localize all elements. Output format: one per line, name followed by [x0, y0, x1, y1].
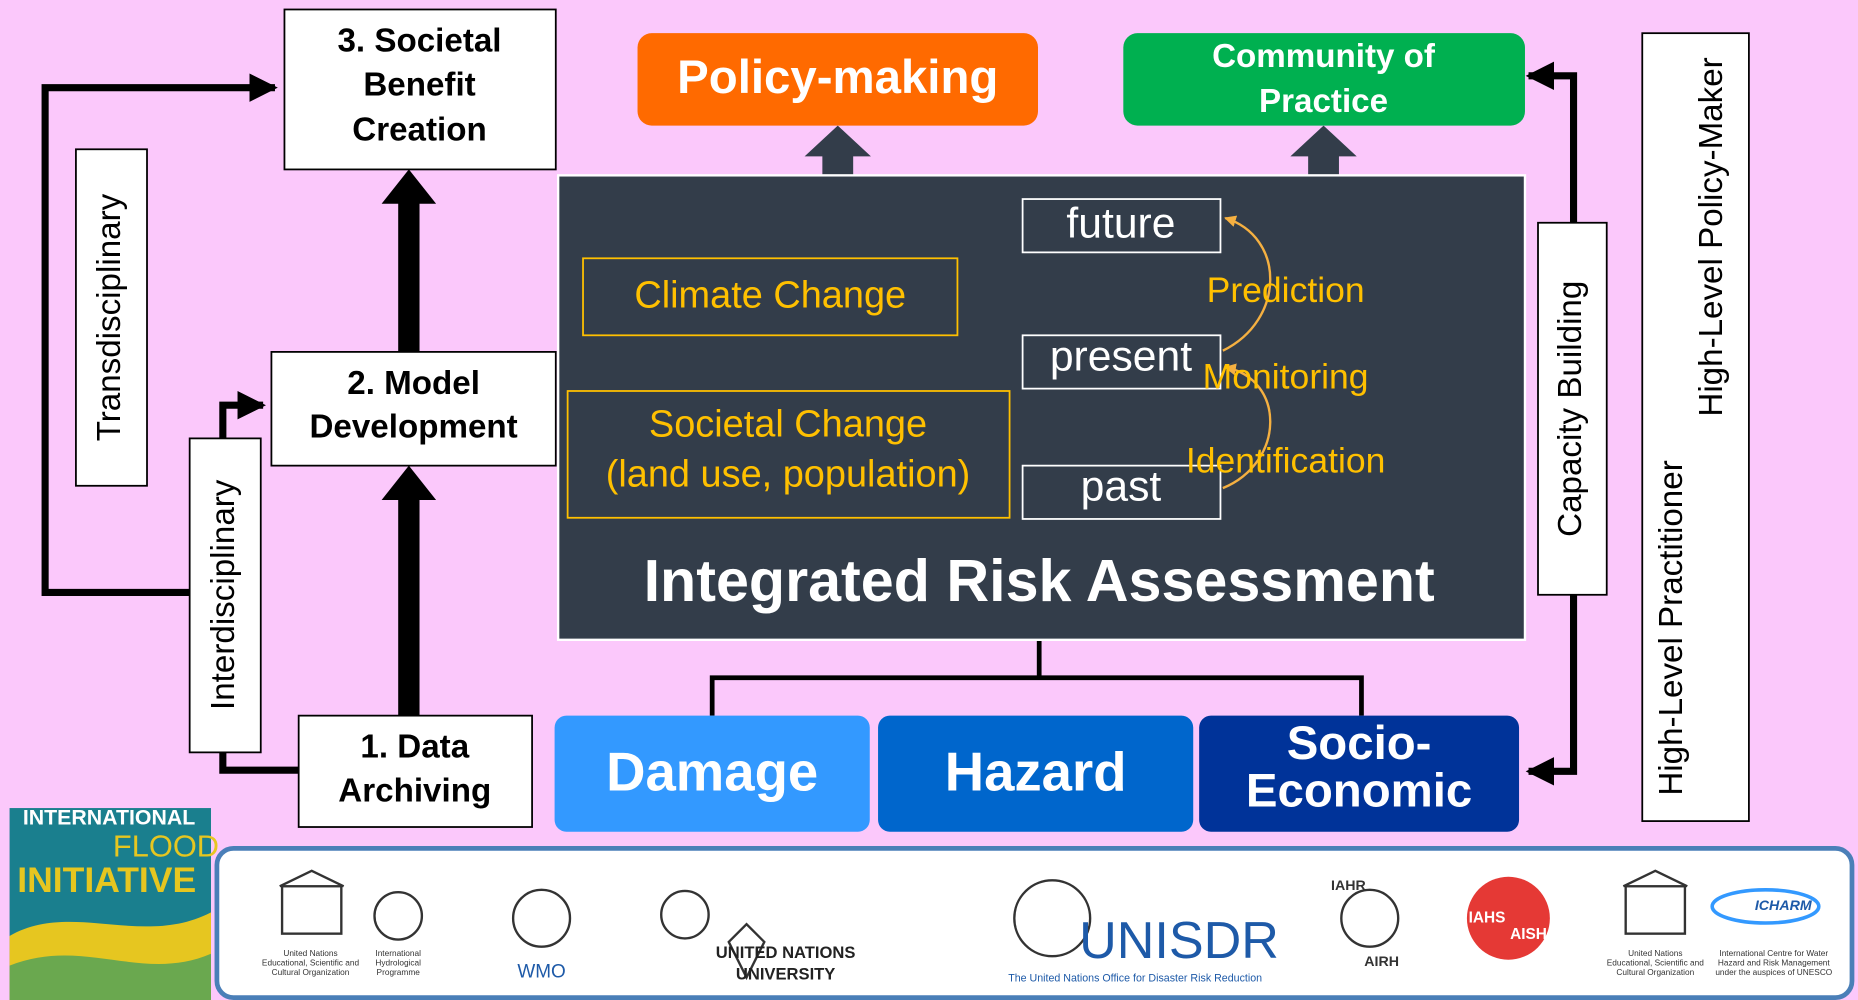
box-label: Development [309, 409, 517, 446]
logo-text: Cultural Organization [272, 967, 350, 977]
logo-text: The United Nations Office for Disaster R… [1008, 972, 1262, 984]
logo-text: Programme [377, 967, 421, 977]
logo-text: AIRH [1364, 954, 1399, 970]
output-label: Practice [1259, 83, 1388, 120]
component-label: Hazard [945, 741, 1127, 802]
logo-text: INTERNATIONAL [23, 805, 195, 829]
output-label: Community of [1212, 38, 1436, 75]
box-label: Archiving [338, 772, 491, 809]
logo-text: AISH [1510, 926, 1547, 943]
panel-label: (land use, population) [606, 453, 971, 495]
box-label: 1. Data [360, 729, 469, 766]
logo-text: UNISDR [1079, 912, 1279, 970]
component-label: Socio- [1287, 717, 1432, 770]
component-label: Damage [606, 741, 818, 802]
time-label: present [1050, 332, 1192, 380]
panel-label: Societal Change [649, 404, 927, 446]
logo-text: IAHR [1331, 878, 1366, 894]
side-label: Transdisciplinary [91, 193, 128, 441]
panel-title: Integrated Risk Assessment [644, 547, 1435, 614]
step-label: Identification [1186, 441, 1386, 481]
logo-text: IAHS [1469, 909, 1506, 926]
panel-label: Climate Change [634, 274, 906, 316]
logo-text: Cultural Organization [1616, 967, 1694, 977]
step-label: Prediction [1207, 270, 1365, 310]
side-label: High-Level Policy-Maker [1693, 57, 1730, 416]
logo-text: ICHARM [1755, 898, 1813, 914]
logo-text: under the auspices of UNESCO [1715, 967, 1832, 977]
time-label: future [1066, 200, 1175, 248]
box-label: 3. Societal [338, 22, 502, 59]
logo-text: WMO [517, 962, 565, 983]
side-label: Capacity Building [1552, 281, 1589, 537]
step-label: Monitoring [1203, 357, 1369, 397]
diagram: 3. Societal Benefit Creation 2. Model Develo… [0, 0, 1858, 1000]
logo-text: FLOOD [113, 828, 219, 863]
time-label: past [1081, 463, 1162, 511]
logo-text: UNIVERSITY [736, 964, 836, 983]
logo-text: UNITED NATIONS [716, 943, 856, 962]
box-label: Benefit [363, 66, 475, 103]
page: { "boxes": { "societal_benefit": ["3. So… [0, 0, 1858, 1000]
output-label: Policy-making [677, 51, 998, 104]
side-label: High-Level Practitioner [1653, 460, 1690, 795]
component-label: Economic [1246, 764, 1472, 817]
box-label: Creation [352, 111, 487, 148]
side-label: Interdisciplinary [205, 479, 242, 710]
box-label: 2. Model [347, 365, 480, 402]
logo-text: INITIATIVE [17, 860, 196, 900]
